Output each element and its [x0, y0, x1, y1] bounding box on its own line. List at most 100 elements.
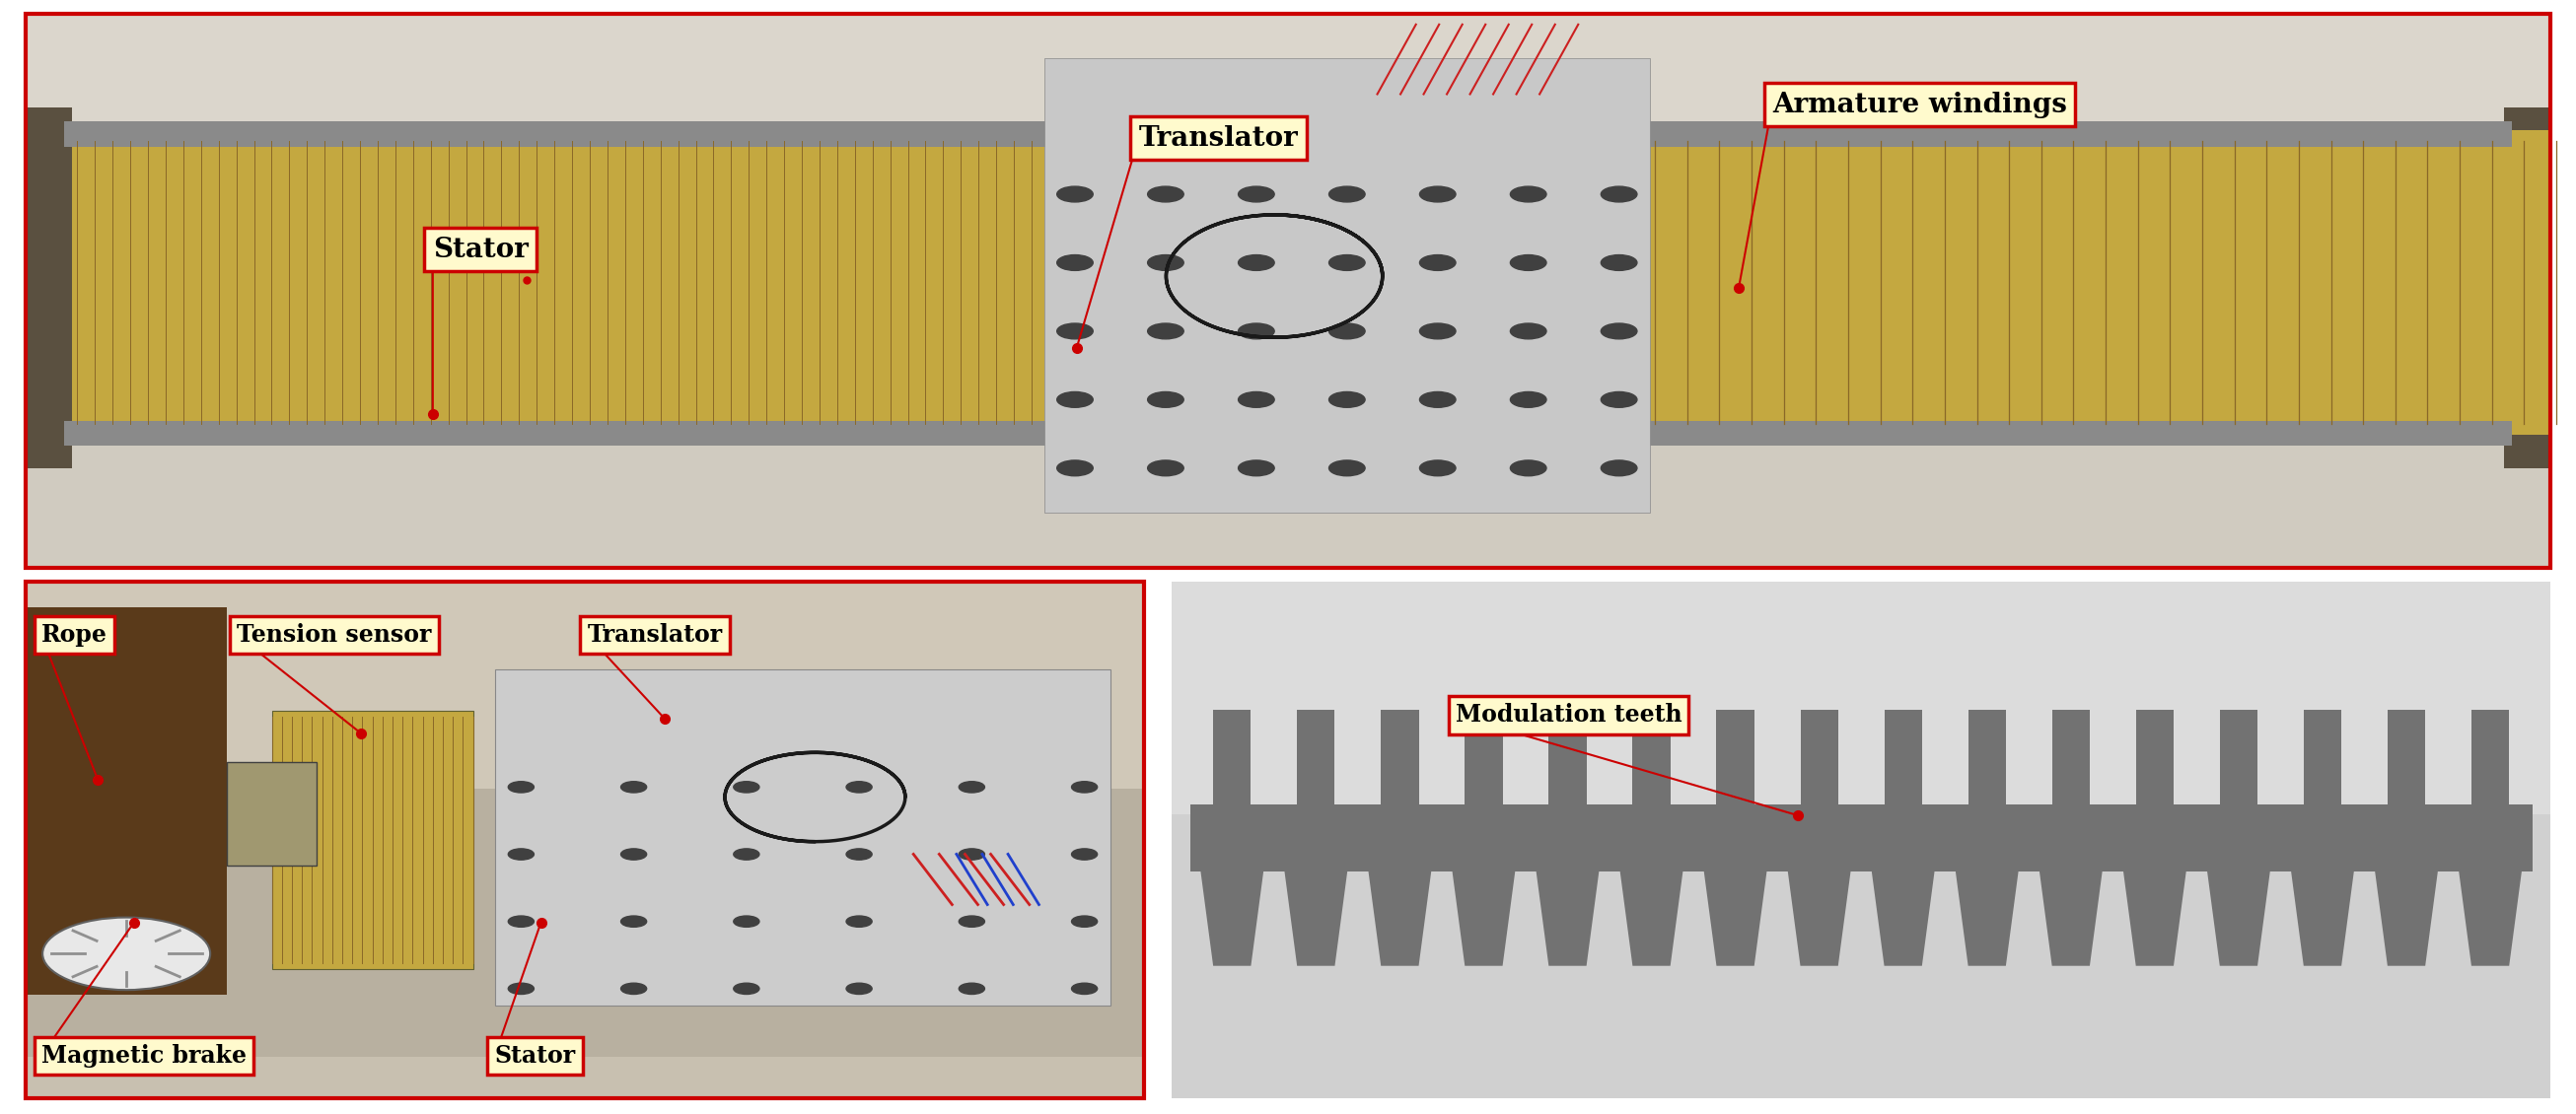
Circle shape: [1329, 392, 1365, 408]
Circle shape: [1329, 255, 1365, 271]
Polygon shape: [2460, 871, 2522, 966]
Circle shape: [1072, 782, 1097, 793]
Bar: [2504, 108, 2550, 468]
Circle shape: [1600, 392, 1638, 408]
Bar: [1716, 710, 1754, 804]
Polygon shape: [1873, 871, 1935, 966]
Polygon shape: [2208, 871, 2269, 966]
Circle shape: [1600, 186, 1638, 202]
Circle shape: [507, 782, 533, 793]
Circle shape: [1600, 255, 1638, 271]
Bar: [2303, 710, 2342, 804]
Bar: [1298, 710, 1334, 804]
Bar: [1968, 710, 2007, 804]
Circle shape: [1239, 255, 1275, 271]
Bar: [2136, 710, 2174, 804]
Circle shape: [734, 782, 760, 793]
Circle shape: [1072, 849, 1097, 860]
Circle shape: [1056, 460, 1092, 476]
Circle shape: [621, 983, 647, 994]
Circle shape: [1239, 186, 1275, 202]
Bar: [1172, 582, 2550, 1098]
Polygon shape: [1620, 871, 1682, 966]
Circle shape: [1600, 460, 1638, 476]
Bar: [26, 582, 1144, 1098]
Text: Translator: Translator: [587, 623, 721, 647]
Circle shape: [1149, 323, 1185, 339]
Circle shape: [1419, 323, 1455, 339]
Bar: [1043, 58, 1649, 512]
Circle shape: [507, 849, 533, 860]
Polygon shape: [1285, 871, 1347, 966]
Circle shape: [507, 983, 533, 994]
Bar: [1633, 710, 1669, 804]
Circle shape: [44, 918, 211, 990]
Bar: [1172, 582, 2550, 814]
Circle shape: [1056, 392, 1092, 408]
Polygon shape: [1368, 871, 1432, 966]
Circle shape: [1239, 392, 1275, 408]
Circle shape: [621, 916, 647, 927]
Circle shape: [734, 983, 760, 994]
Polygon shape: [1535, 871, 1600, 966]
Circle shape: [1149, 255, 1185, 271]
Circle shape: [1329, 460, 1365, 476]
Circle shape: [621, 782, 647, 793]
Bar: [1381, 710, 1419, 804]
Bar: [1801, 710, 1839, 804]
Circle shape: [1510, 392, 1546, 408]
Polygon shape: [1788, 871, 1850, 966]
Bar: [26, 108, 72, 468]
Circle shape: [1149, 186, 1185, 202]
Circle shape: [1056, 323, 1092, 339]
Text: Rope: Rope: [41, 623, 108, 647]
Bar: [2053, 710, 2089, 804]
Circle shape: [734, 849, 760, 860]
Bar: [1883, 710, 1922, 804]
Bar: [1651, 130, 2550, 434]
Bar: [270, 711, 474, 969]
Bar: [72, 130, 1043, 434]
Text: Translator: Translator: [1139, 125, 1298, 152]
Circle shape: [1419, 255, 1455, 271]
Bar: [64, 121, 2512, 147]
Circle shape: [1510, 255, 1546, 271]
Text: Stator: Stator: [495, 1044, 574, 1068]
Circle shape: [734, 916, 760, 927]
Bar: [26, 13, 2550, 291]
Circle shape: [1510, 186, 1546, 202]
Bar: [1548, 710, 1587, 804]
Circle shape: [621, 849, 647, 860]
Bar: [26, 582, 1144, 1098]
Bar: [26, 582, 1144, 789]
Circle shape: [1149, 460, 1185, 476]
Bar: [1213, 710, 1252, 804]
Bar: [495, 670, 1110, 1005]
Bar: [26, 291, 2550, 568]
Circle shape: [1419, 392, 1455, 408]
Text: Stator: Stator: [433, 236, 528, 263]
Circle shape: [848, 983, 873, 994]
Polygon shape: [1955, 871, 2020, 966]
Circle shape: [1072, 983, 1097, 994]
Circle shape: [848, 782, 873, 793]
Circle shape: [1056, 255, 1092, 271]
Circle shape: [1419, 460, 1455, 476]
Circle shape: [1239, 323, 1275, 339]
Text: Magnetic brake: Magnetic brake: [41, 1044, 247, 1068]
Bar: [64, 421, 2512, 446]
Circle shape: [1329, 323, 1365, 339]
Bar: [26, 607, 227, 995]
Circle shape: [1510, 323, 1546, 339]
Bar: [2221, 710, 2257, 804]
Text: Armature windings: Armature windings: [1772, 91, 2066, 118]
Circle shape: [1149, 392, 1185, 408]
Circle shape: [1510, 460, 1546, 476]
Polygon shape: [1200, 871, 1262, 966]
Bar: [227, 762, 317, 866]
Bar: [1190, 804, 2532, 871]
Circle shape: [1239, 460, 1275, 476]
Bar: [1466, 710, 1502, 804]
Polygon shape: [2375, 871, 2437, 966]
Circle shape: [958, 849, 984, 860]
